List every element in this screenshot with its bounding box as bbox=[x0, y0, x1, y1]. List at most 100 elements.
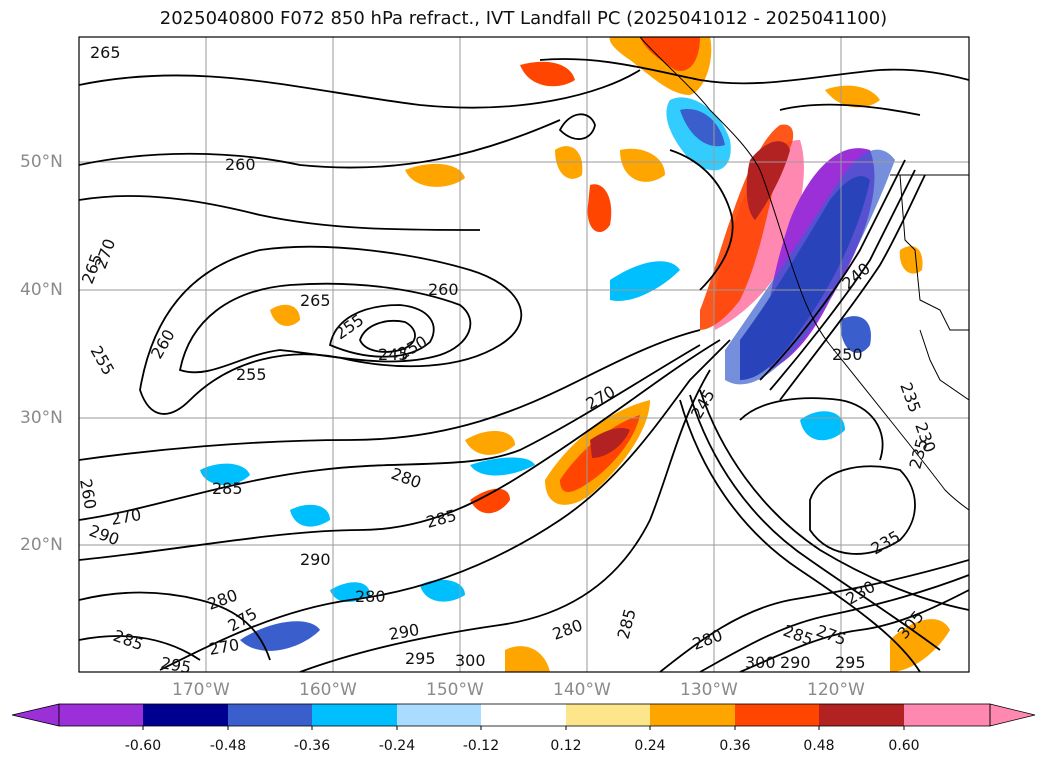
contour-label: 235 bbox=[906, 437, 932, 471]
contour-label: 235 bbox=[868, 527, 904, 559]
wp-orange3 bbox=[587, 184, 612, 233]
colorbar-segment bbox=[481, 704, 566, 726]
map-field bbox=[79, 37, 969, 672]
lon-label-130w: 130°W bbox=[680, 680, 738, 700]
colorbar-tick: 0.24 bbox=[634, 738, 666, 754]
lat-label-50n: 50°N bbox=[20, 152, 63, 172]
contour-label: 260 bbox=[428, 280, 459, 299]
contour-label: 290 bbox=[300, 550, 331, 569]
colorbar-extend-right bbox=[989, 703, 1036, 727]
colorbar-segment bbox=[59, 704, 143, 726]
colorbar-tick: 0.36 bbox=[719, 738, 751, 754]
ar-band-darkred bbox=[746, 141, 790, 220]
wp-cyan1 bbox=[610, 261, 680, 301]
contour-label: 300 bbox=[745, 653, 776, 672]
wp-orange7 bbox=[270, 304, 300, 326]
contour-label: 235 bbox=[896, 380, 924, 415]
wp-cyan2 bbox=[200, 463, 250, 486]
mid-orange bbox=[470, 488, 510, 514]
colorbar-tick: -0.12 bbox=[462, 738, 500, 754]
wp-orange2 bbox=[405, 163, 465, 187]
contour-label: 260 bbox=[76, 477, 100, 510]
map-title: 2025040800 F072 850 hPa refract., IVT La… bbox=[159, 8, 888, 29]
contour-label: 295 bbox=[405, 649, 436, 668]
lat-label-30n: 30°N bbox=[20, 408, 63, 428]
wp-cyan5 bbox=[330, 582, 370, 602]
lat-label-40n: 40°N bbox=[20, 280, 63, 300]
contour-label: 280 bbox=[205, 585, 240, 613]
wp-orange5 bbox=[620, 148, 665, 182]
ar-north-red bbox=[640, 37, 700, 71]
mid-cyan bbox=[470, 457, 535, 476]
lon-label-170w: 170°W bbox=[172, 680, 230, 700]
contour-label: 295 bbox=[159, 653, 192, 677]
colorbar-tick: -0.36 bbox=[293, 738, 331, 754]
coastline bbox=[639, 37, 969, 511]
wp-cyan3 bbox=[290, 504, 330, 527]
lon-label-150w: 150°W bbox=[426, 680, 484, 700]
contour-label: 270 bbox=[91, 236, 119, 271]
ar-band-blue bbox=[725, 149, 895, 385]
se-orange bbox=[890, 619, 950, 672]
contour-label: 285 bbox=[424, 506, 458, 532]
contour-label: 245 bbox=[378, 345, 409, 364]
wp-cyan4 bbox=[240, 621, 320, 651]
contour-label: 270 bbox=[109, 505, 142, 529]
contour-label: 285 bbox=[212, 479, 243, 498]
contour-label: 255 bbox=[87, 343, 119, 379]
wp-orange1 bbox=[520, 61, 575, 87]
contour-label: 290 bbox=[780, 653, 811, 672]
contour-label: 265 bbox=[90, 43, 121, 62]
colorbar-tick: 0.60 bbox=[888, 738, 920, 754]
colorbar-segment bbox=[566, 704, 650, 726]
contour-label: 280 bbox=[550, 615, 585, 643]
contour-label: 280 bbox=[355, 587, 386, 606]
contour-label: 285 bbox=[781, 621, 816, 649]
colorbar-extend-left bbox=[11, 703, 60, 727]
map-frame bbox=[78, 36, 970, 673]
contour-label: 295 bbox=[835, 653, 866, 672]
contour-label: 260 bbox=[147, 326, 179, 362]
colorbar-segment bbox=[904, 704, 990, 726]
wp-cyan6 bbox=[420, 579, 465, 602]
contour-label: 270 bbox=[583, 382, 619, 414]
contour-label: 280 bbox=[690, 625, 725, 653]
refractivity-contours bbox=[79, 58, 969, 672]
east-cyan bbox=[800, 411, 845, 441]
colorbar-outline bbox=[58, 703, 991, 727]
contour-label: 285 bbox=[111, 626, 146, 654]
contour-label: 280 bbox=[389, 464, 424, 492]
contour-label: 265 bbox=[300, 291, 331, 310]
colorbar-segment bbox=[650, 704, 735, 726]
colorbar-segment bbox=[312, 704, 397, 726]
colorbar-tick: -0.24 bbox=[378, 738, 416, 754]
lon-label-120w: 120°W bbox=[807, 680, 865, 700]
ne-orange bbox=[825, 85, 880, 108]
colorbar-tick: -0.60 bbox=[124, 738, 162, 754]
contour-label: 250 bbox=[832, 345, 863, 364]
lon-label-140w: 140°W bbox=[553, 680, 611, 700]
contour-label: 255 bbox=[236, 365, 267, 384]
lon-label-160w: 160°W bbox=[299, 680, 357, 700]
contour-label: 275 bbox=[814, 621, 849, 649]
wp-orange6 bbox=[505, 646, 550, 672]
lat-label-20n: 20°N bbox=[20, 535, 63, 555]
colorbar-segment bbox=[819, 704, 904, 726]
colorbar-segment bbox=[397, 704, 481, 726]
colorbar-tick: 0.48 bbox=[803, 738, 835, 754]
contour-label: 270 bbox=[207, 635, 240, 659]
shading-layer bbox=[200, 37, 950, 672]
contour-label: 300 bbox=[455, 651, 486, 670]
contour-label: 285 bbox=[614, 607, 640, 641]
colorbar-tick: -0.48 bbox=[209, 738, 247, 754]
subtropical-dkred bbox=[590, 428, 630, 458]
colorbar-segment bbox=[143, 704, 228, 726]
contour-label: 255 bbox=[331, 310, 367, 343]
colorbar-segment bbox=[735, 704, 819, 726]
east-cyan2 bbox=[840, 316, 871, 353]
mid-orange2 bbox=[465, 430, 515, 455]
colorbar bbox=[11, 703, 1036, 730]
colorbar-segment bbox=[228, 704, 312, 726]
contour-label: 260 bbox=[225, 155, 256, 174]
